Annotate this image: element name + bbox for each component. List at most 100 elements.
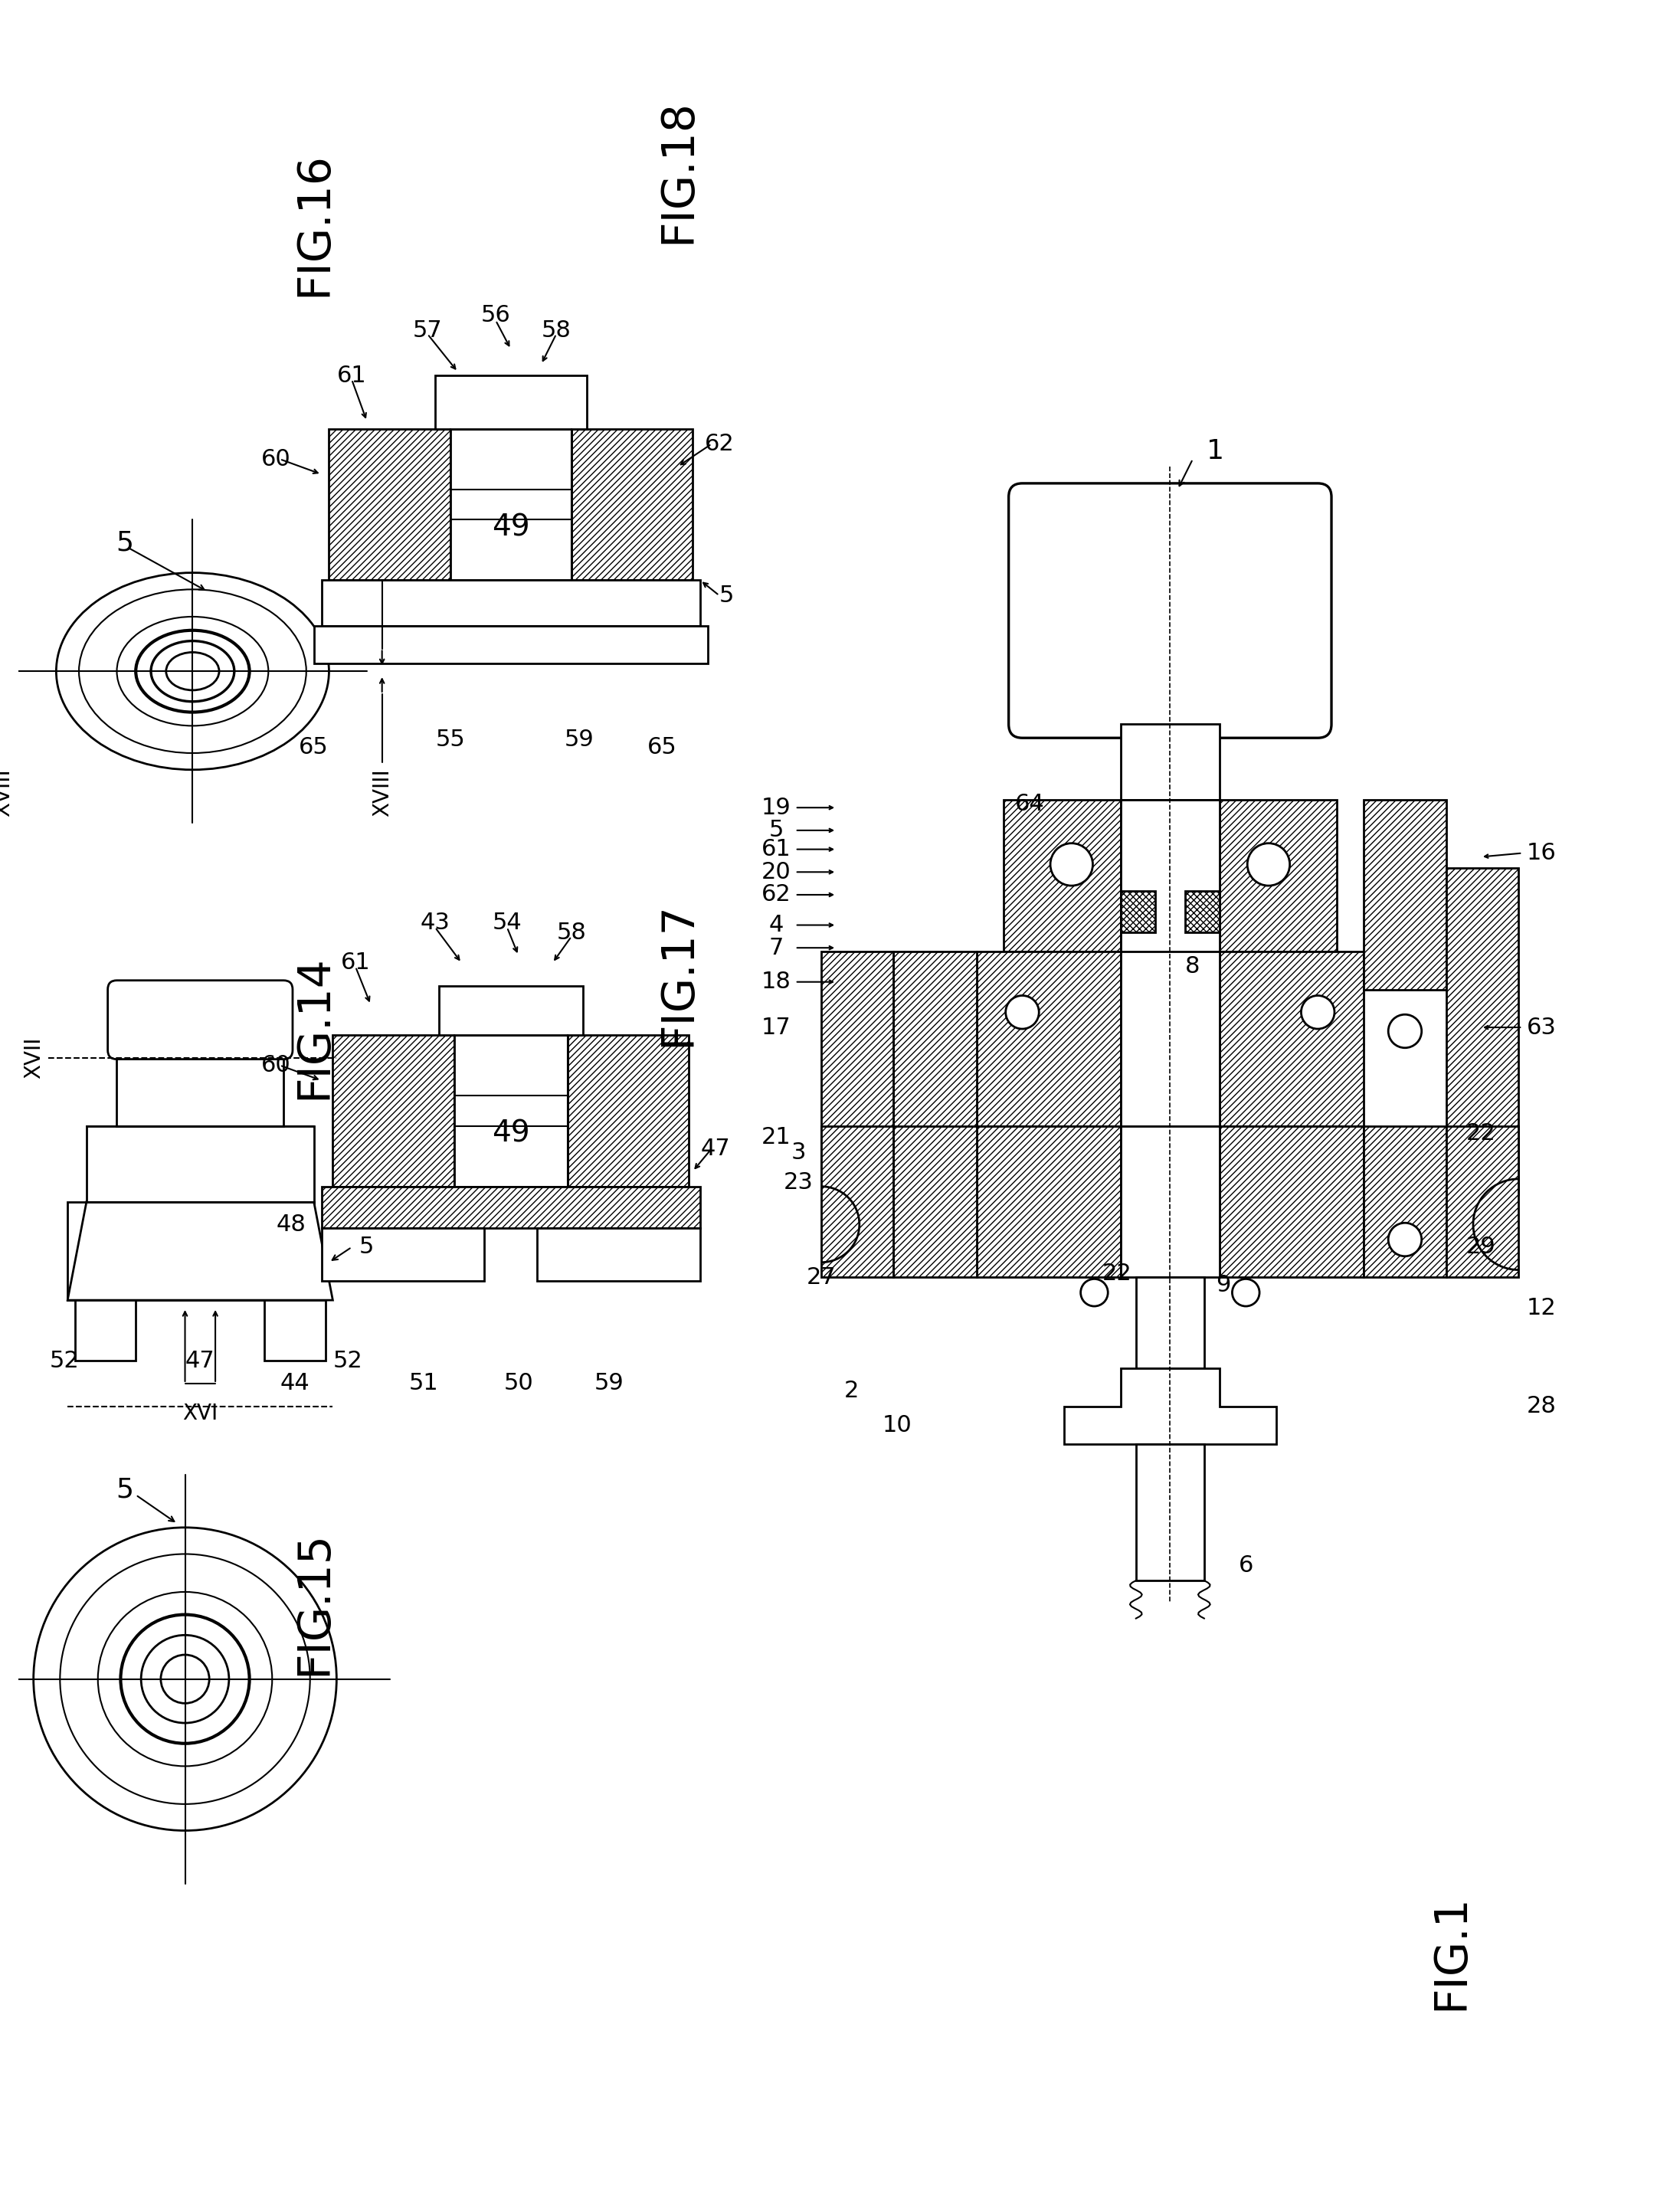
- Text: 2: 2: [845, 1380, 858, 1402]
- Circle shape: [1300, 995, 1334, 1028]
- Bar: [450, 429, 571, 581]
- Text: 57: 57: [413, 319, 442, 341]
- Bar: [1362, 1127, 1446, 1277]
- Bar: [67, 1202, 314, 1301]
- Bar: [568, 1034, 689, 1186]
- Text: 47: 47: [185, 1349, 215, 1371]
- Text: 22: 22: [1467, 1123, 1495, 1145]
- Text: XVI: XVI: [183, 1402, 218, 1424]
- Bar: [571, 429, 692, 581]
- Text: 56: 56: [480, 304, 511, 326]
- Text: 61: 61: [338, 365, 366, 387]
- Text: 52: 52: [49, 1349, 79, 1371]
- Text: FIG.16: FIG.16: [292, 152, 336, 297]
- Text: 65: 65: [299, 735, 329, 757]
- Bar: [333, 1034, 454, 1186]
- Bar: [264, 1301, 326, 1360]
- Bar: [976, 951, 1121, 1127]
- Ellipse shape: [166, 651, 218, 691]
- Text: 50: 50: [504, 1373, 533, 1395]
- Circle shape: [1006, 995, 1038, 1028]
- Text: 10: 10: [882, 1413, 912, 1437]
- Bar: [321, 1228, 484, 1281]
- Bar: [538, 1228, 701, 1281]
- Text: 1: 1: [1206, 438, 1225, 464]
- Text: 20: 20: [761, 861, 791, 883]
- Polygon shape: [67, 1202, 333, 1301]
- Circle shape: [1080, 1279, 1107, 1305]
- Text: 65: 65: [647, 735, 677, 757]
- Bar: [1121, 951, 1220, 1127]
- Circle shape: [1388, 1015, 1421, 1048]
- Bar: [438, 986, 583, 1034]
- Bar: [1362, 799, 1446, 990]
- Text: 5: 5: [360, 1237, 375, 1259]
- Text: 61: 61: [341, 951, 370, 975]
- Text: 62: 62: [761, 883, 791, 907]
- Bar: [329, 429, 450, 581]
- Text: FIG.18: FIG.18: [655, 99, 699, 244]
- Text: FIG.1: FIG.1: [1428, 1893, 1472, 2010]
- Text: 19: 19: [761, 797, 791, 819]
- Circle shape: [1050, 843, 1092, 885]
- Circle shape: [161, 1655, 210, 1704]
- Text: 43: 43: [420, 911, 450, 933]
- Text: XVIII: XVIII: [0, 768, 13, 817]
- Bar: [1136, 1444, 1205, 1580]
- Text: 61: 61: [761, 839, 791, 861]
- Text: 5: 5: [719, 583, 734, 607]
- Text: 9: 9: [1216, 1274, 1230, 1296]
- Text: 21: 21: [761, 1127, 791, 1149]
- Bar: [1446, 867, 1519, 1195]
- Text: 47: 47: [701, 1138, 731, 1160]
- Text: 48: 48: [276, 1213, 306, 1235]
- Text: 63: 63: [1527, 1017, 1556, 1039]
- FancyBboxPatch shape: [1008, 484, 1332, 737]
- Text: 51: 51: [408, 1373, 438, 1395]
- Text: 58: 58: [541, 319, 571, 341]
- Text: 60: 60: [260, 449, 291, 471]
- Text: 18: 18: [761, 971, 791, 993]
- Bar: [822, 1127, 894, 1277]
- Text: 7: 7: [769, 938, 783, 960]
- Bar: [976, 1127, 1121, 1277]
- Polygon shape: [1121, 891, 1154, 933]
- Bar: [321, 1186, 701, 1228]
- Text: FIG.17: FIG.17: [655, 902, 699, 1048]
- Text: 8: 8: [1186, 955, 1200, 977]
- Circle shape: [1388, 1224, 1421, 1257]
- Text: 54: 54: [492, 911, 522, 933]
- Bar: [454, 1034, 568, 1186]
- Text: 52: 52: [333, 1349, 363, 1371]
- Text: 49: 49: [492, 1118, 529, 1149]
- Text: 59: 59: [595, 1373, 625, 1395]
- Text: 4: 4: [769, 913, 783, 935]
- Text: 28: 28: [1527, 1395, 1556, 1417]
- Text: 3: 3: [791, 1142, 806, 1164]
- Bar: [1121, 724, 1220, 799]
- Text: 6: 6: [1238, 1554, 1253, 1576]
- Text: 64: 64: [1015, 792, 1045, 814]
- Text: 5: 5: [769, 819, 783, 841]
- Text: 59: 59: [564, 729, 593, 751]
- Bar: [1121, 1127, 1220, 1277]
- Bar: [1121, 799, 1220, 997]
- Bar: [1003, 799, 1121, 951]
- Text: FIG.14: FIG.14: [292, 955, 336, 1100]
- Text: 58: 58: [556, 922, 586, 944]
- Bar: [1446, 1127, 1519, 1277]
- Circle shape: [1247, 843, 1290, 885]
- Bar: [435, 376, 586, 429]
- Text: 16: 16: [1527, 843, 1556, 865]
- Text: 17: 17: [761, 1017, 791, 1039]
- Text: 23: 23: [785, 1171, 813, 1193]
- Text: 5: 5: [116, 1477, 133, 1503]
- Bar: [118, 1050, 284, 1127]
- Text: XVII: XVII: [24, 1037, 45, 1078]
- Text: 27: 27: [806, 1266, 837, 1288]
- Text: 12: 12: [1527, 1296, 1556, 1318]
- Bar: [1220, 799, 1337, 951]
- Text: 55: 55: [435, 729, 465, 751]
- Polygon shape: [1184, 891, 1220, 933]
- Text: 44: 44: [281, 1373, 309, 1395]
